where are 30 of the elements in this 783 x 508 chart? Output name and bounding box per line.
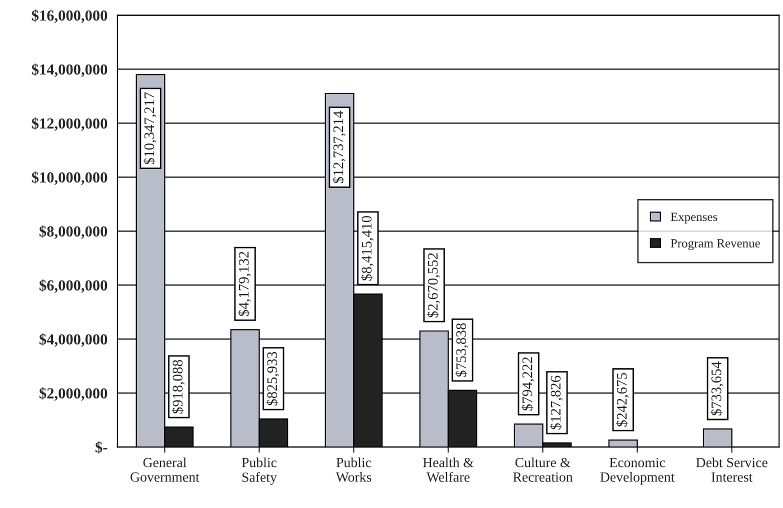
annotation: $794,222 bbox=[522, 357, 534, 411]
annotation: $12,737,214 bbox=[332, 111, 346, 184]
x-tick-label: Economic Development bbox=[600, 458, 675, 485]
x-tick-label: Public Works bbox=[336, 457, 372, 482]
legend-label: Expenses bbox=[670, 212, 718, 224]
x-tick-label: Public Safety bbox=[242, 457, 277, 485]
y-tick-label: $4,000,000 bbox=[40, 333, 108, 347]
annotation: $8,415,410 bbox=[360, 216, 374, 280]
annotation: $825,933 bbox=[266, 352, 280, 406]
y-tick-label: $2,000,000 bbox=[40, 387, 108, 401]
annotation: $2,670,552 bbox=[427, 253, 440, 318]
y-tick-label: $6,000,000 bbox=[40, 279, 108, 293]
annotation: $4,179,132 bbox=[238, 252, 251, 316]
x-tick-label: General Government bbox=[130, 457, 200, 482]
y-tick-label: $12,000,000 bbox=[32, 117, 108, 131]
y-tick-label: $10,000,000 bbox=[32, 171, 108, 185]
annotation: $242,675 bbox=[616, 372, 629, 426]
annotation: $753,838 bbox=[455, 323, 468, 377]
y-tick-label: $16,000,000 bbox=[32, 9, 108, 23]
annotation: $918,088 bbox=[172, 360, 185, 414]
annotation: $10,347,217 bbox=[143, 92, 156, 164]
annotation: $733,654 bbox=[710, 362, 724, 416]
annotation: $127,826 bbox=[550, 376, 563, 430]
x-tick-label: Health & Welfare bbox=[423, 457, 474, 482]
legend-label: Program Revenue bbox=[670, 239, 760, 250]
x-tick-label: Debt Service Interest bbox=[696, 457, 768, 482]
y-tick-label: $- bbox=[96, 441, 108, 454]
x-tick-label: Culture & Recreation bbox=[513, 457, 573, 482]
y-tick-label: $14,000,000 bbox=[32, 63, 108, 77]
y-tick-label: $8,000,000 bbox=[40, 225, 108, 239]
